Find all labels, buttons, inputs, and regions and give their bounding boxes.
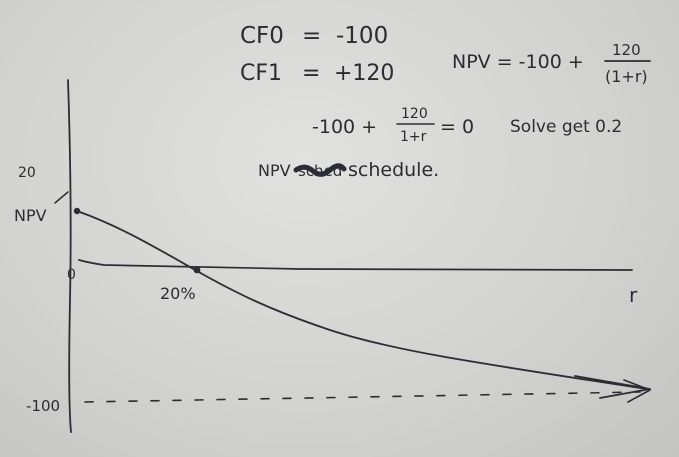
dashed-arrowhead <box>623 379 651 403</box>
npv-formula-lhs: NPV = -100 + <box>452 51 584 73</box>
schedule-npv-label: NPV <box>258 161 291 180</box>
y-tick-top: 20 <box>18 165 36 181</box>
npv-formula-numerator: 120 <box>612 41 641 59</box>
npv-intercept-point <box>73 207 81 215</box>
origin-label: 0 <box>67 267 76 283</box>
cf0-value: -100 <box>336 23 388 49</box>
x-axis <box>78 259 633 271</box>
y-axis <box>67 79 72 433</box>
y-tick-bottom: -100 <box>26 397 60 415</box>
y-axis-label: NPV <box>14 206 47 225</box>
irr-label: 20% <box>160 284 196 303</box>
solve-denominator: 1+r <box>400 129 427 145</box>
npv-formula-denominator: (1+r) <box>605 67 648 86</box>
scribble-mark <box>293 163 347 177</box>
cf0-dashed-asymptote <box>84 391 641 403</box>
irr-point <box>193 266 201 274</box>
solve-rhs: = 0 <box>440 116 474 138</box>
solve-numerator: 120 <box>401 106 428 122</box>
x-axis-label: r <box>629 283 638 307</box>
cf1-equals: = <box>302 61 320 86</box>
solve-note: Solve get 0.2 <box>510 117 622 137</box>
npv-curve <box>76 210 648 390</box>
cf1-value: +120 <box>334 61 394 86</box>
solve-lhs: -100 + <box>312 116 377 138</box>
y-axis-label-mark <box>54 191 69 204</box>
curve-arrowhead <box>574 375 651 399</box>
cf1-label: CF1 <box>240 61 282 86</box>
cf0-equals: = <box>302 23 321 49</box>
cf0-label: CF0 <box>240 23 284 49</box>
schedule-word: schedule. <box>348 159 439 181</box>
